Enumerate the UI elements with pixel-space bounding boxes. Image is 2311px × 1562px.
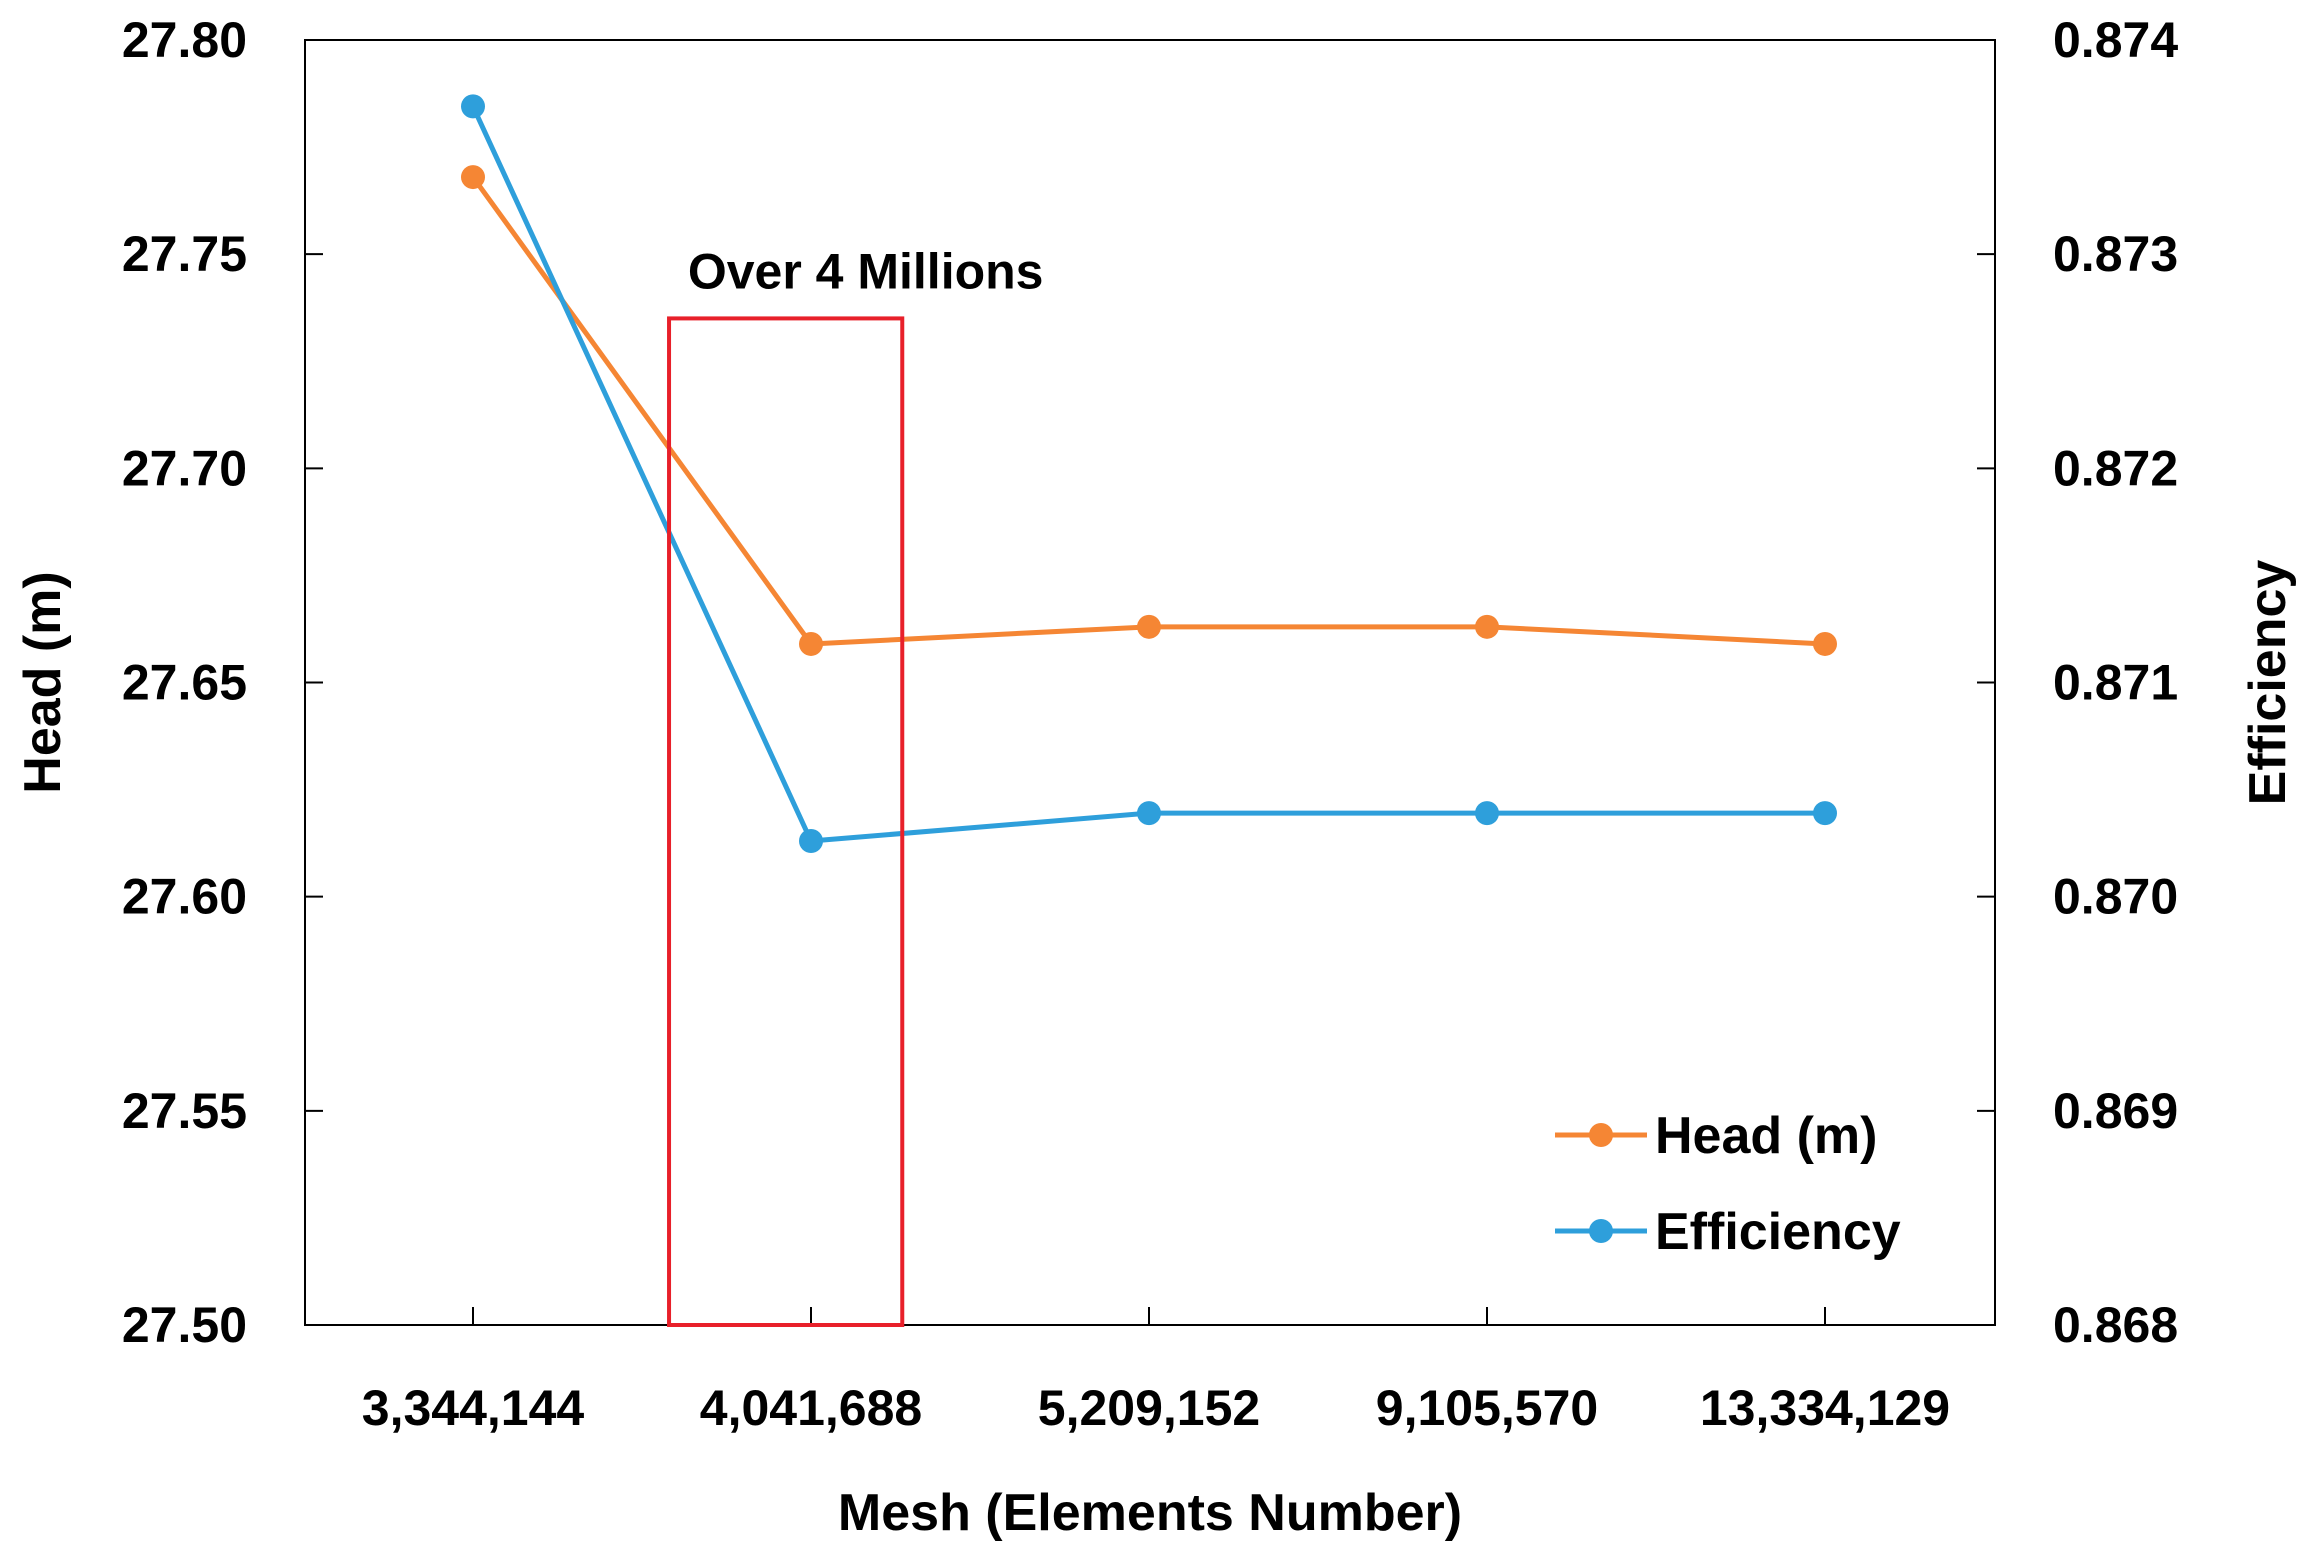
y-tick-label-left: 27.60 [122,869,247,925]
series-line-efficiency [470,105,1825,844]
data-point-head [1475,614,1499,639]
x-tick-label: 9,105,570 [1376,1380,1598,1436]
y-tick-label-right: 0.870 [2053,869,2178,925]
legend-marker [1589,1123,1613,1147]
y-tick-label-right: 0.874 [2053,12,2178,68]
data-point-efficiency [1813,801,1837,826]
y-tick-label-left: 27.65 [122,655,247,711]
legend-label: Efficiency [1655,1203,1901,1261]
x-axis-title: Mesh (Elements Number) [838,1484,1462,1542]
data-point-head [1137,614,1161,639]
legend-marker [1589,1219,1613,1243]
y-tick-label-right: 0.871 [2053,655,2178,711]
y-tick-label-left: 27.70 [122,440,247,496]
y-tick-label-right: 0.868 [2053,1297,2178,1353]
x-tick-label: 3,344,144 [362,1380,585,1436]
x-tick-label: 4,041,688 [700,1380,922,1436]
y-axis-title-right: Efficiency [2239,560,2297,806]
y-axis-title-left: Head (m) [14,571,72,793]
series-layer [461,94,1837,853]
annotation-box [667,316,905,1327]
y-tick-label-left: 27.50 [122,1297,247,1353]
axis-layer: 27.50 27.55 27.60 27.65 27.70 27.75 27.80 0.868… [122,12,2178,1436]
data-point-efficiency [799,828,823,853]
data-point-efficiency [1475,801,1499,826]
y-tick-label-left: 27.80 [122,12,247,68]
data-point-head [799,631,823,656]
y-tick-label-left: 27.55 [122,1083,247,1139]
y-tick-label-right: 0.873 [2053,226,2178,282]
data-point-efficiency [461,94,485,119]
data-point-head [461,165,485,190]
series-line-head [470,175,1826,647]
legend-label: Head (m) [1655,1107,1877,1165]
data-point-efficiency [1137,801,1161,826]
legend: Head (m) Efficiency [1555,1107,1901,1261]
annotation-layer: Over 4 Millions [667,243,1044,1327]
y-tick-label-right: 0.869 [2053,1083,2178,1139]
y-tick-label-left: 27.75 [122,226,247,282]
y-tick-label-right: 0.872 [2053,440,2178,496]
x-tick-label: 5,209,152 [1038,1380,1260,1436]
x-tick-label: 13,334,129 [1700,1380,1950,1436]
data-point-head [1813,631,1837,656]
annotation-label: Over 4 Millions [688,243,1044,299]
